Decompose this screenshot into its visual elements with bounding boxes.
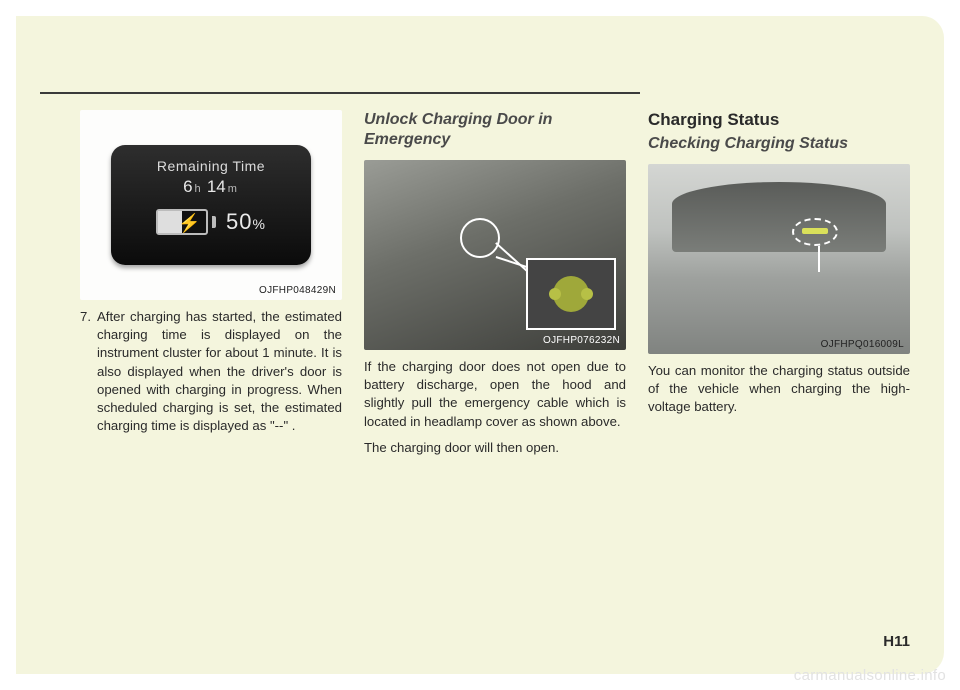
emergency-knob-icon [553, 276, 589, 312]
watermark: carmanualsonline.info [794, 667, 946, 684]
battery-tip [212, 216, 216, 228]
col2-para-2: The charging door will then open. [364, 439, 626, 457]
dash-battery-row: ⚡ 50% [111, 209, 311, 235]
col2-para-1: If the charging door does not open due t… [364, 358, 626, 431]
figure-3-caption: OJFHPQ016009L [821, 339, 904, 350]
step-7: 7. After charging has started, the estim… [80, 308, 342, 436]
dash-hours: 6 [183, 177, 192, 196]
figure-engine-bay: OJFHP076232N [364, 160, 626, 350]
col3-para: You can monitor the charging status outs… [648, 362, 910, 417]
column-2: Unlock Charging Door in Emergency OJFHP0… [364, 110, 626, 457]
dash-minutes-unit: m [228, 183, 237, 195]
dash-minutes: 14 [207, 177, 226, 196]
callout-leader-line [818, 246, 820, 272]
content-columns: Remaining Time 6h 14m ⚡ 50% [80, 110, 910, 457]
figure-2-caption: OJFHP076232N [543, 335, 620, 346]
step-number: 7. [80, 308, 91, 436]
figure-vehicle-hood: OJFHPQ016009L [648, 164, 910, 354]
dash-percent: 50% [226, 209, 266, 235]
dash-time: 6h 14m [111, 177, 311, 197]
bolt-icon: ⚡ [178, 213, 200, 234]
battery-body: ⚡ [156, 209, 208, 235]
col3-heading-italic: Checking Charging Status [648, 134, 910, 154]
column-1: Remaining Time 6h 14m ⚡ 50% [80, 110, 342, 457]
dash-title: Remaining Time [111, 158, 311, 174]
figure-inset [526, 258, 616, 330]
windshield-shape [672, 182, 886, 252]
battery-icon: ⚡ [156, 209, 212, 235]
col3-heading-bold: Charging Status [648, 110, 910, 130]
dash-hours-unit: h [195, 183, 201, 195]
figure-1-caption: OJFHP048429N [259, 285, 336, 296]
column-3: Charging Status Checking Charging Status… [648, 110, 910, 457]
dashboard-panel: Remaining Time 6h 14m ⚡ 50% [111, 145, 311, 265]
page-number: H11 [883, 633, 910, 650]
col2-heading: Unlock Charging Door in Emergency [364, 110, 626, 150]
step-text: After charging has started, the estimate… [97, 308, 342, 436]
callout-ellipse [792, 218, 838, 246]
dash-percent-symbol: % [253, 216, 266, 232]
top-horizontal-rule [40, 92, 640, 94]
dash-percent-value: 50 [226, 209, 252, 234]
callout-circle [460, 218, 500, 258]
figure-remaining-time: Remaining Time 6h 14m ⚡ 50% [80, 110, 342, 300]
